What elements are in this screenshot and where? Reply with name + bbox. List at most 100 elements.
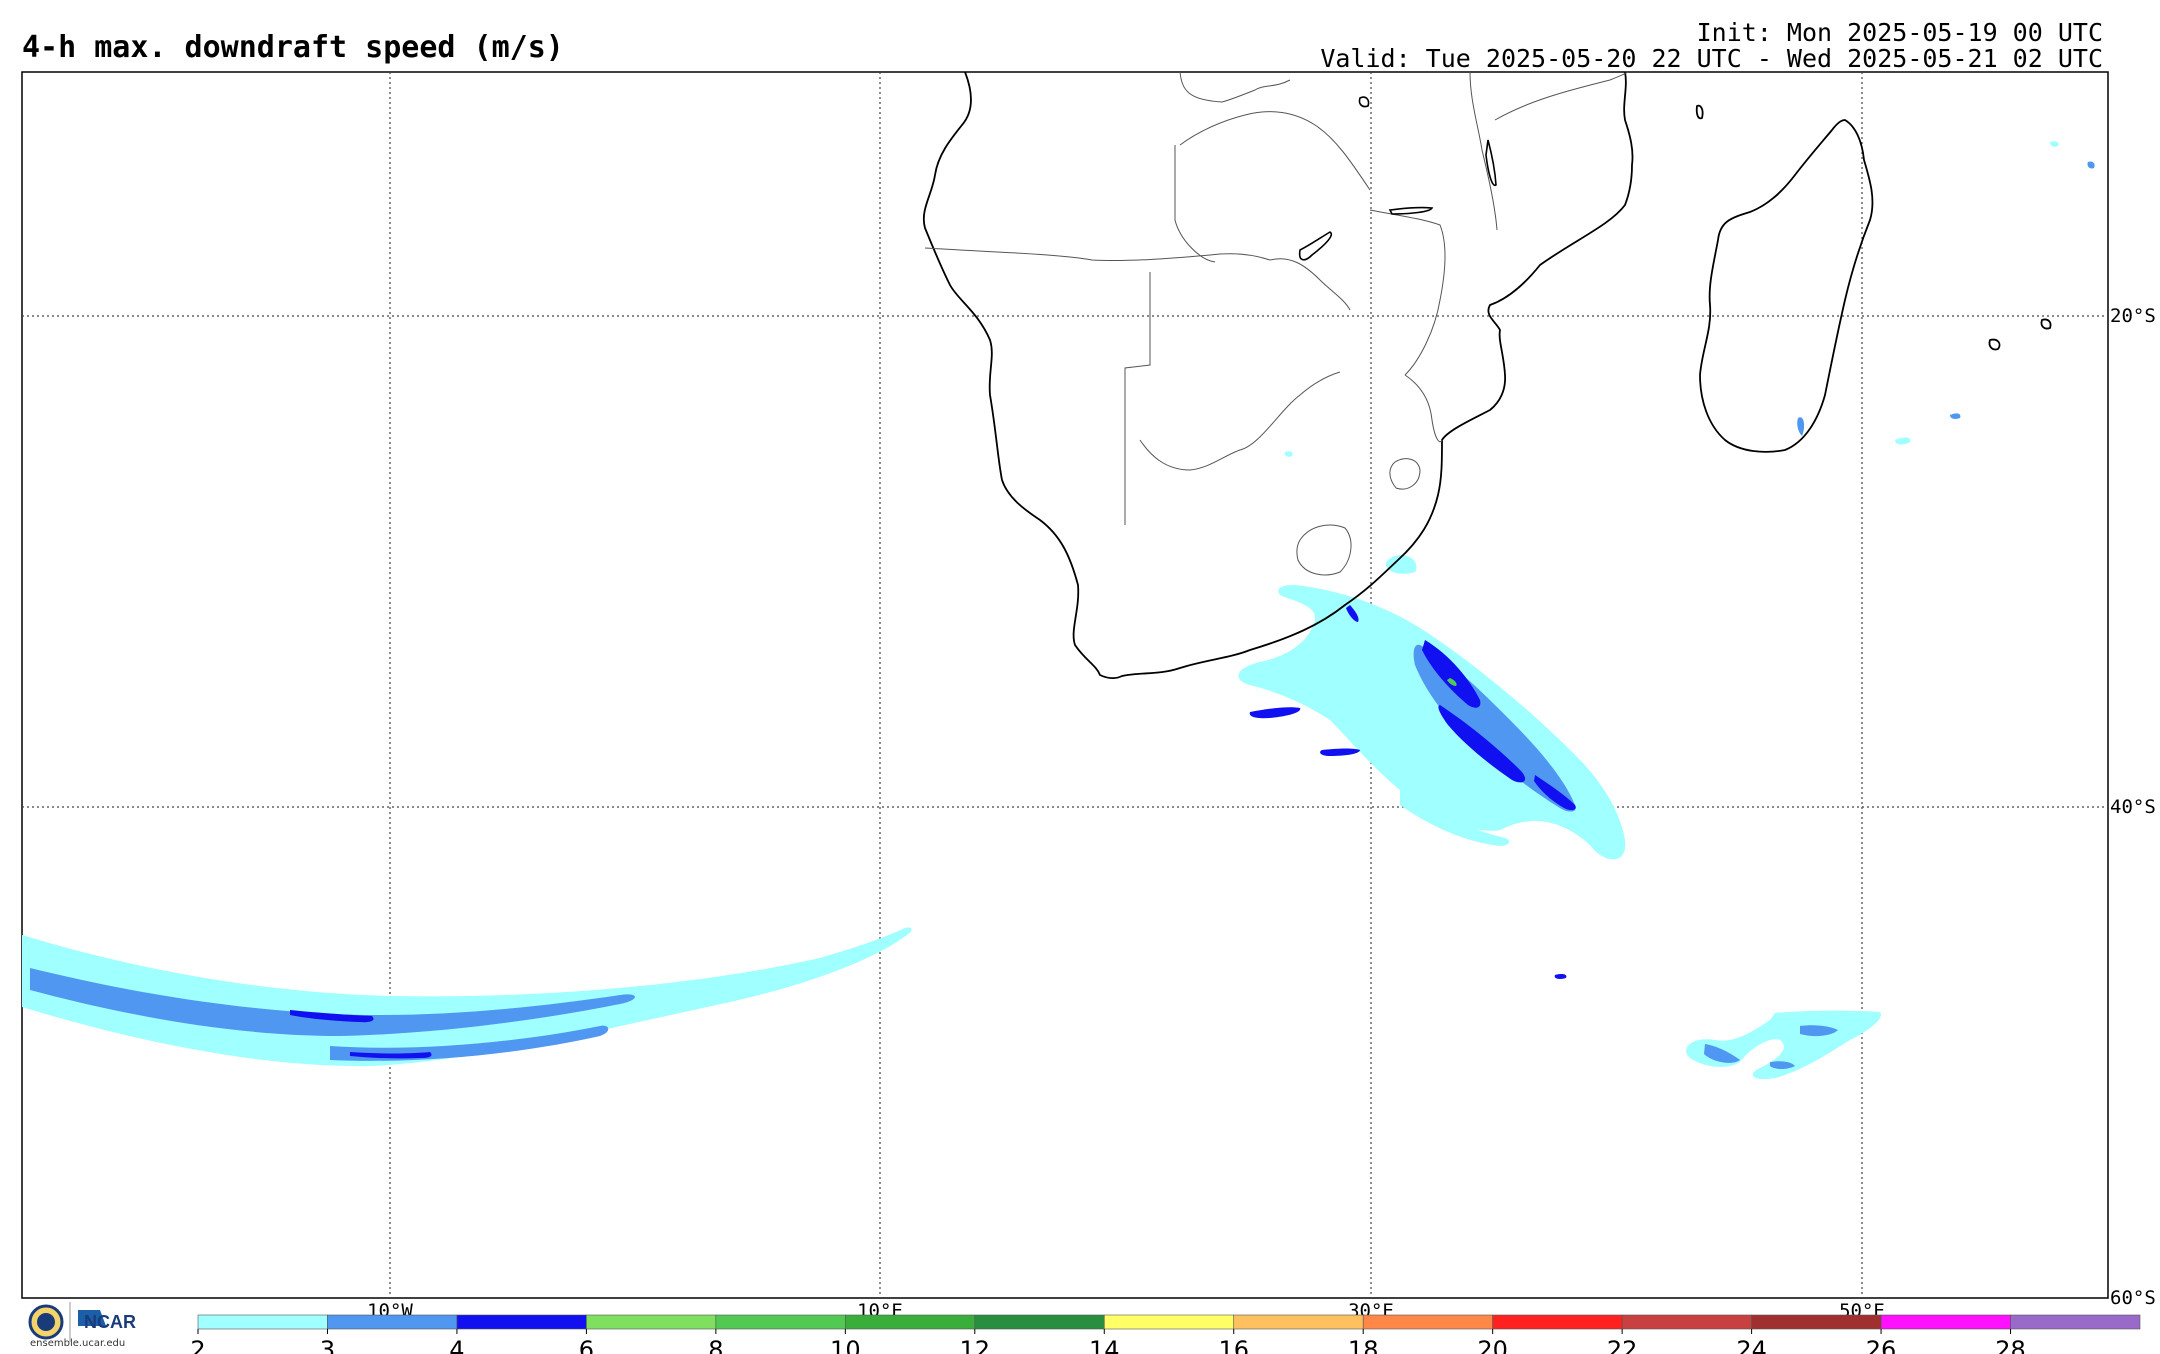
lake-mweru [1358,96,1370,108]
border-namibia-botswana [1124,272,1151,525]
time-info: Init: Mon 2025-05-19 00 UTC Valid: Tue 2… [1320,20,2103,72]
colorbar-swatch [974,1314,1105,1330]
cells-sa-dark-4 [1346,605,1359,622]
colorbar-tick-label: 2 [190,1336,205,1354]
downdraft-cells-se [1686,1010,1881,1080]
colorbar-swatch [715,1314,846,1330]
cells-sa-dark-1 [1422,640,1481,708]
colorbar-swatch [1492,1314,1623,1330]
border-zambia-tanzania [1179,111,1371,191]
colorbar-swatch [1103,1314,1235,1330]
logo: NCAR [28,1302,136,1342]
border-zambia-zimbabwe [1269,258,1351,311]
colorbar-swatch [1362,1314,1493,1330]
colorbar-tick-label: 4 [449,1336,464,1354]
colorbar-swatch [586,1314,717,1330]
cells-sa-dark-5 [1249,707,1301,719]
downdraft-cells-sa [1238,585,1626,860]
colorbar-swatch [456,1314,587,1330]
colorbar-swatch [1751,1314,1882,1330]
cells-se-medium-3 [1770,1061,1795,1069]
band-west-medium-2 [330,1025,609,1061]
lakes [1298,96,1497,261]
border-eswatini [1389,458,1421,490]
colorbar-tick-label: 20 [1477,1336,1508,1354]
graticule [22,72,2108,1298]
lat-label-40s: 40°S [2110,796,2156,818]
cells-se-medium-2 [1704,1044,1740,1063]
colorbar: 2 3 4 6 8 10 12 14 16 18 20 22 24 26 28 [190,1314,2141,1354]
speck-4 [1284,451,1293,457]
lat-label-60s: 60°S [2110,1287,2156,1309]
border-zimbabwe-mozambique [1369,209,1446,376]
colorbar-tick-label: 10 [830,1336,861,1354]
cells-se-medium-1 [1800,1025,1838,1037]
border-malawi [1469,71,1498,231]
colorbar-tick-label: 6 [579,1336,594,1354]
africa-coastline [922,71,1634,680]
colorbar-tick-label: 26 [1866,1336,1897,1354]
border-botswana-sa [1139,371,1341,471]
speck-7 [2050,141,2059,147]
colorbar-swatch [1880,1314,2011,1330]
downdraft-specks [1284,141,2095,979]
init-time: Init: Mon 2025-05-19 00 UTC [1696,18,2103,47]
lat-labels: 20°S 40°S 60°S [2110,305,2156,1309]
cells-sa-dark-2 [1438,705,1526,783]
colorbar-swatch [197,1314,328,1330]
cells-sa-dark-3 [1534,775,1576,811]
speck-1 [1554,974,1567,979]
lake-malawi [1485,139,1497,187]
colorbar-tick-label: 22 [1607,1336,1638,1354]
nsf-logo-core [37,1313,55,1331]
speck-8 [1797,417,1805,436]
colorbar-tick-label: 8 [708,1336,723,1354]
ncar-logo-icon [78,1310,106,1326]
border-drc-zambia [1179,71,1291,103]
lake-kariba [1298,231,1332,261]
country-borders [924,71,1629,576]
colorbar-tick-label: 16 [1218,1336,1249,1354]
colorbar-tick-label: 14 [1089,1336,1120,1354]
cells-sa-tail [1400,790,1510,846]
border-sa-mozambique [1404,374,1443,443]
mauritius [1988,338,2001,351]
border-angola-namibia [924,247,1271,262]
speck-5 [1385,555,1417,574]
border-lesotho [1296,524,1352,576]
band-west-dark [290,1010,374,1023]
ncar-logo-text: NCAR [84,1312,136,1332]
downdraft-band-west [22,927,912,1067]
cells-sa-dark-6 [1320,748,1360,756]
band-west-light [22,927,912,1067]
speck-3 [1950,413,1961,419]
reunion [2040,318,2052,330]
colorbar-tick-label: 3 [320,1336,335,1354]
speck-2 [1895,437,1911,445]
map-title: 4-h max. downdraft speed (m/s) [22,30,564,65]
colorbar-swatch [1233,1314,1364,1330]
valid-time: Valid: Tue 2025-05-20 22 UTC - Wed 2025-… [1320,44,2103,73]
colorbar-swatch [2010,1314,2141,1330]
lat-label-20s: 20°S [2110,305,2156,327]
logo-url: ensemble.ucar.edu [30,1338,126,1349]
colorbar-swatch [1621,1314,1752,1330]
map-frame [21,71,2109,1299]
colorbar-swatch [845,1314,976,1330]
madagascar-coastline [1699,119,1874,453]
colorbar-swatch [327,1314,458,1330]
coastlines [922,71,2052,680]
border-angola-zambia [1174,145,1216,263]
cells-sa-light [1238,585,1626,860]
lake-cahora-bassa [1388,206,1434,215]
colorbar-tick-label: 18 [1348,1336,1379,1354]
comoros [1695,104,1704,120]
band-west-medium [30,968,635,1036]
colorbar-tick-label: 28 [1995,1336,2026,1354]
colorbar-tick-label: 12 [960,1336,991,1354]
band-west-dark-2 [350,1052,432,1059]
border-mozambique-tanzania [1494,71,1629,121]
colorbar-tick-label: 24 [1736,1336,1767,1354]
cells-sa-green [1447,678,1457,686]
